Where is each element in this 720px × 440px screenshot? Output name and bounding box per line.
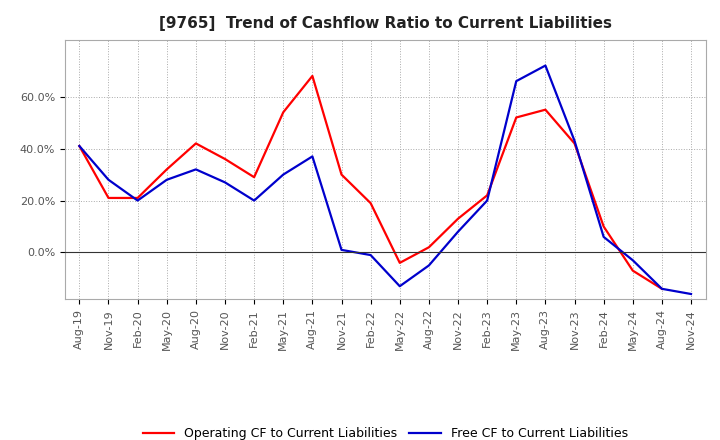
Free CF to Current Liabilities <box>163 177 171 183</box>
Free CF to Current Liabilities <box>337 247 346 253</box>
Free CF to Current Liabilities <box>395 284 404 289</box>
Operating CF to Current Liabilities <box>395 260 404 265</box>
Legend: Operating CF to Current Liabilities, Free CF to Current Liabilities: Operating CF to Current Liabilities, Fre… <box>138 422 633 440</box>
Operating CF to Current Liabilities <box>599 224 608 229</box>
Operating CF to Current Liabilities <box>250 175 258 180</box>
Free CF to Current Liabilities <box>687 291 696 297</box>
Operating CF to Current Liabilities <box>308 73 317 79</box>
Operating CF to Current Liabilities <box>512 115 521 120</box>
Operating CF to Current Liabilities <box>454 216 462 221</box>
Free CF to Current Liabilities <box>541 63 550 68</box>
Free CF to Current Liabilities <box>75 143 84 149</box>
Free CF to Current Liabilities <box>366 253 375 258</box>
Free CF to Current Liabilities <box>279 172 287 177</box>
Free CF to Current Liabilities <box>657 286 666 291</box>
Operating CF to Current Liabilities <box>75 143 84 149</box>
Operating CF to Current Liabilities <box>104 195 113 201</box>
Operating CF to Current Liabilities <box>192 141 200 146</box>
Operating CF to Current Liabilities <box>163 167 171 172</box>
Operating CF to Current Liabilities <box>133 195 142 201</box>
Free CF to Current Liabilities <box>104 177 113 183</box>
Free CF to Current Liabilities <box>483 198 492 203</box>
Operating CF to Current Liabilities <box>220 156 229 161</box>
Operating CF to Current Liabilities <box>337 172 346 177</box>
Free CF to Current Liabilities <box>220 180 229 185</box>
Operating CF to Current Liabilities <box>425 245 433 250</box>
Free CF to Current Liabilities <box>570 138 579 143</box>
Operating CF to Current Liabilities <box>657 286 666 291</box>
Free CF to Current Liabilities <box>512 78 521 84</box>
Free CF to Current Liabilities <box>250 198 258 203</box>
Free CF to Current Liabilities <box>454 229 462 235</box>
Operating CF to Current Liabilities <box>570 141 579 146</box>
Operating CF to Current Liabilities <box>483 193 492 198</box>
Free CF to Current Liabilities <box>629 258 637 263</box>
Free CF to Current Liabilities <box>308 154 317 159</box>
Free CF to Current Liabilities <box>133 198 142 203</box>
Free CF to Current Liabilities <box>599 234 608 239</box>
Line: Operating CF to Current Liabilities: Operating CF to Current Liabilities <box>79 76 662 289</box>
Free CF to Current Liabilities <box>425 263 433 268</box>
Operating CF to Current Liabilities <box>629 268 637 273</box>
Title: [9765]  Trend of Cashflow Ratio to Current Liabilities: [9765] Trend of Cashflow Ratio to Curren… <box>158 16 612 32</box>
Operating CF to Current Liabilities <box>279 110 287 115</box>
Line: Free CF to Current Liabilities: Free CF to Current Liabilities <box>79 66 691 294</box>
Operating CF to Current Liabilities <box>366 201 375 206</box>
Operating CF to Current Liabilities <box>541 107 550 112</box>
Free CF to Current Liabilities <box>192 167 200 172</box>
